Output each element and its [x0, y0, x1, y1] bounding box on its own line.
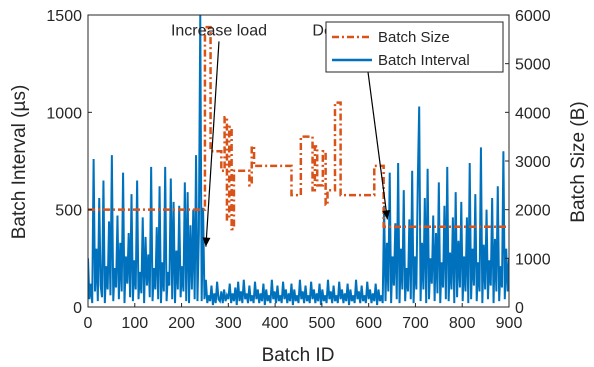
right-y-tick-label: 6000 — [515, 8, 551, 25]
right-y-tick-label: 4000 — [515, 105, 551, 122]
legend: Batch Size Batch Interval — [325, 21, 504, 73]
series-layer — [88, 15, 509, 306]
right-y-tick-label: 1000 — [515, 251, 551, 268]
left-y-tick-label: 0 — [73, 300, 82, 317]
left-y-tick-label: 1500 — [46, 8, 82, 25]
legend-label-batch-size: Batch Size — [378, 29, 450, 46]
right-y-tick-label: 2000 — [515, 203, 551, 220]
x-tick-label: 700 — [402, 315, 429, 332]
x-tick-label: 300 — [215, 315, 242, 332]
series-line-batch-size — [88, 25, 509, 231]
x-tick-label: 800 — [449, 315, 476, 332]
x-axis: 0 100 200 300 400 500 600 700 800 900 — [84, 303, 523, 332]
x-tick-label: 0 — [84, 315, 93, 332]
x-tick-label: 900 — [496, 315, 523, 332]
x-tick-label: 500 — [309, 315, 336, 332]
right-y-tick-label: 3000 — [515, 154, 551, 171]
annotation-arrow-line — [205, 41, 220, 247]
x-tick-label: 200 — [168, 315, 195, 332]
x-tick-label: 600 — [355, 315, 382, 332]
x-tick-label: 400 — [262, 315, 289, 332]
right-y-tick-label: 5000 — [515, 57, 551, 74]
left-y-tick-label: 500 — [55, 203, 82, 220]
right-y-tick-label: 0 — [515, 300, 524, 317]
x-tick-label: 100 — [121, 315, 148, 332]
legend-label-batch-interval: Batch Interval — [378, 52, 470, 69]
left-y-axis: 0 500 1000 1500 — [46, 8, 92, 317]
right-y-axis-title: Batch Size (B) — [568, 101, 589, 222]
annotation-arrow-head — [382, 209, 391, 220]
left-y-tick-label: 1000 — [46, 105, 82, 122]
annotation-arrow-head — [202, 237, 211, 247]
legend-box — [325, 21, 504, 73]
x-axis-title: Batch ID — [262, 345, 335, 366]
series-line-batch-interval — [88, 15, 509, 306]
annotation-text: Increase load — [171, 22, 267, 39]
right-y-axis: 0 1000 2000 3000 4000 5000 6000 — [505, 8, 551, 317]
left-y-axis-title: Batch Interval (µs) — [9, 85, 30, 240]
